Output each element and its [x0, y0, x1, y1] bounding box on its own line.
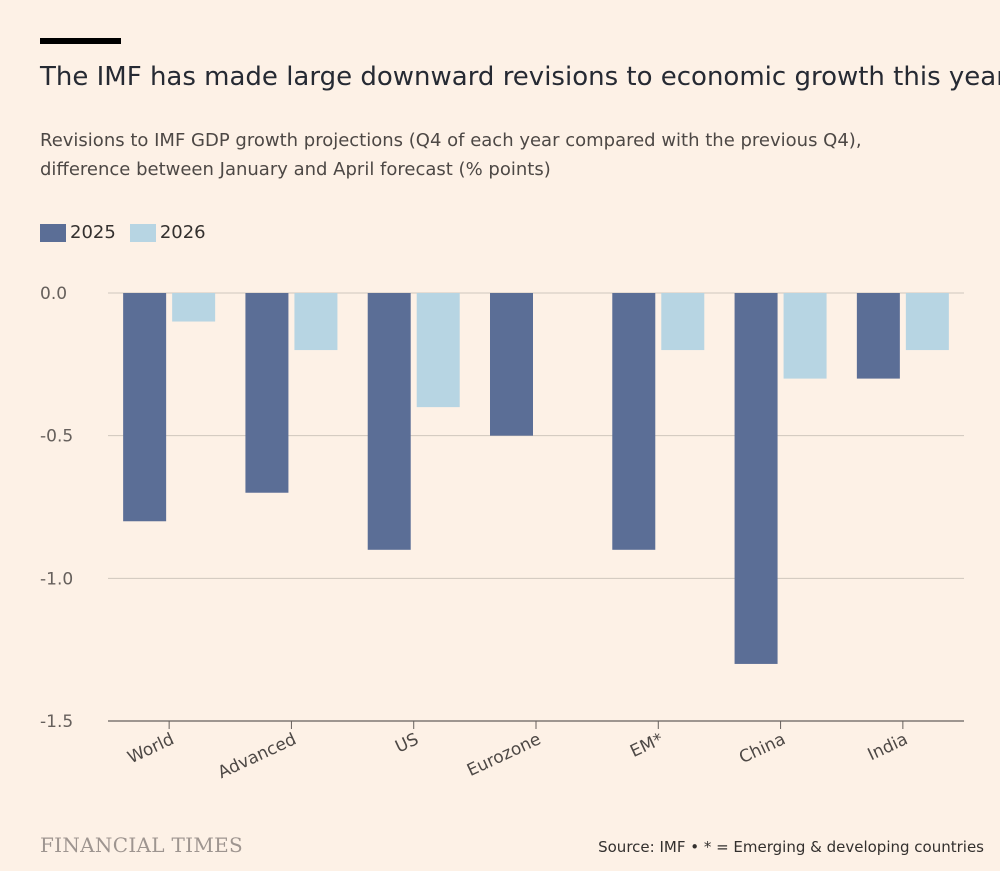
bar-2025-india [856, 293, 900, 379]
source-note: Source: IMF • * = Emerging & developing … [598, 838, 984, 856]
chart-title: The IMF has made large downward revision… [40, 62, 1000, 92]
bar-2025-eurozone [490, 293, 533, 436]
legend-label-2025: 2025 [70, 222, 116, 243]
x-tick-label: Advanced [215, 729, 300, 783]
legend-label-2026: 2026 [159, 222, 206, 243]
x-tick-label: EM* [627, 729, 666, 761]
ft-logo: FINANCIAL TIMES [40, 833, 244, 857]
x-tick-label: Eurozone [464, 729, 544, 781]
bar-2026-world [172, 293, 216, 322]
x-tick-label: India [865, 729, 911, 765]
bar-2025-em [612, 293, 656, 550]
legend-item-2025: 2025 [40, 222, 116, 243]
bar-chart: 0.0 -0.5 -1.0 -1.5 World Advanced US Eurozone EM… [40, 284, 964, 783]
bar-2025-china [734, 293, 778, 664]
bar-2026-advanced [294, 293, 338, 351]
legend-swatch-2026 [129, 223, 156, 242]
x-tick-label: China [736, 729, 788, 768]
legend-item-2026: 2026 [129, 222, 206, 243]
y-tick-label: -0.5 [40, 427, 73, 447]
x-tick-label: US [392, 729, 422, 757]
bar-2026-india [905, 293, 949, 351]
bar-2025-us [367, 293, 411, 550]
y-tick-label: -1.0 [40, 569, 73, 589]
y-tick-label: -1.5 [40, 712, 73, 732]
accent-bar [40, 38, 121, 44]
x-tick-label: World [125, 729, 178, 768]
legend-swatch-2025 [40, 223, 66, 242]
legend: 2025 2026 [40, 222, 220, 243]
y-tick-label: 0.0 [40, 284, 67, 304]
bar-2026-china [783, 293, 827, 379]
bar-2026-us [416, 293, 460, 408]
bar-2025-world [123, 293, 167, 522]
bar-2025-advanced [245, 293, 289, 493]
bar-2026-em [661, 293, 705, 351]
chart-subtitle: Revisions to IMF GDP growth projections … [40, 130, 862, 180]
